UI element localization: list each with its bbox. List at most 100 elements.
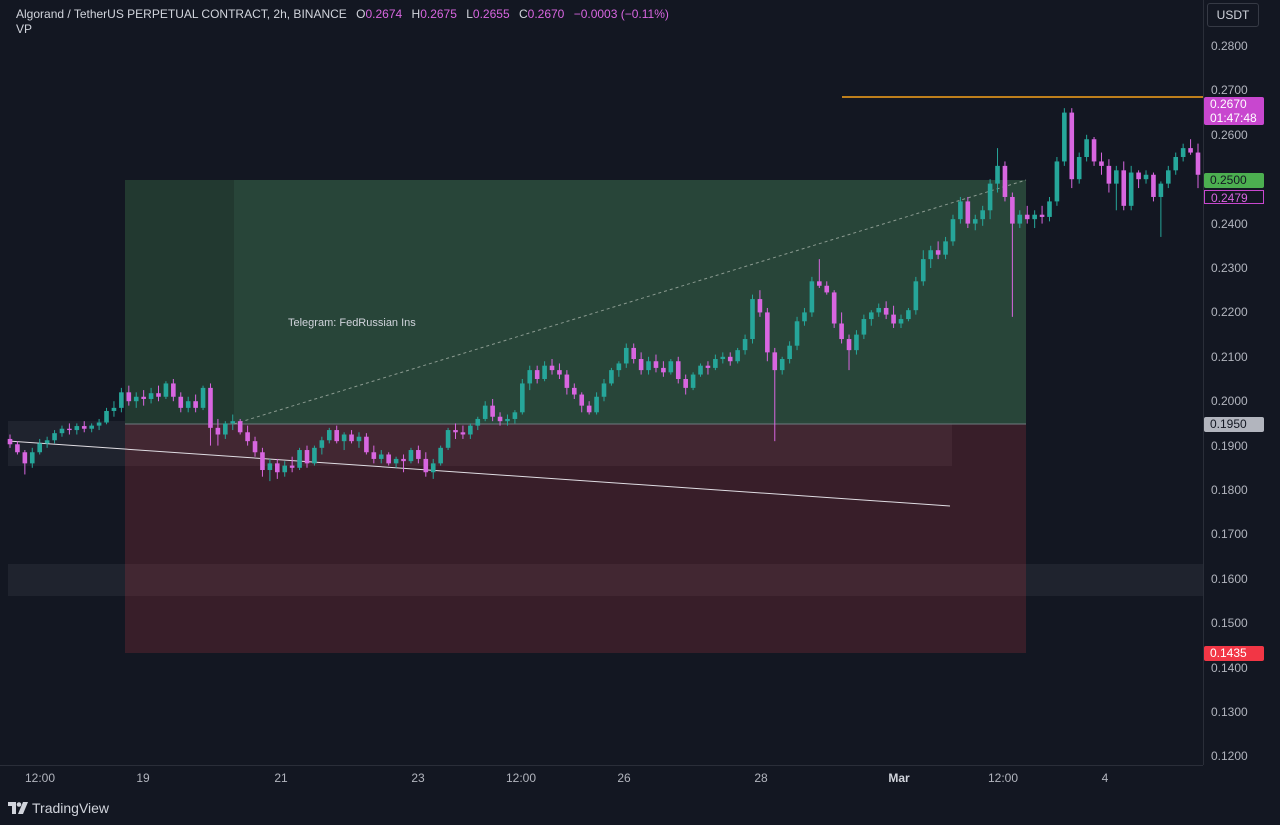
time-tick-label: 4 [1101, 771, 1109, 785]
candle [579, 392, 585, 413]
candle [475, 416, 481, 431]
time-tick-label: Mar [888, 771, 910, 785]
candle-body [438, 447, 443, 464]
footer-bar [0, 791, 1280, 825]
candle [675, 356, 681, 384]
tradingview-logo[interactable]: TradingView [8, 800, 109, 816]
candle-body [282, 465, 288, 473]
candle [1032, 210, 1037, 229]
candle-body [542, 365, 547, 379]
candle-body [623, 347, 629, 364]
candle [193, 394, 198, 413]
entry-price-label: 0.1950 [1204, 417, 1264, 432]
candle [438, 445, 443, 466]
chart-canvas[interactable] [0, 0, 1203, 765]
candle-body [1114, 170, 1119, 184]
candle-body [67, 428, 72, 431]
candle-body [267, 463, 273, 471]
candle-body [460, 432, 466, 435]
candle [1173, 152, 1179, 175]
candle [408, 447, 414, 464]
position-profit-zone[interactable] [125, 180, 1026, 424]
candle [156, 385, 161, 402]
candle-body [289, 465, 295, 468]
candle [668, 359, 674, 375]
candle [727, 352, 733, 366]
text-annotation[interactable]: Telegram: FedRussian Ins [288, 317, 416, 329]
candle [126, 385, 132, 406]
candle [223, 421, 228, 439]
currency-button[interactable]: USDT [1207, 3, 1259, 27]
candle [1076, 152, 1082, 184]
candle [1054, 157, 1060, 206]
candle [416, 445, 421, 464]
candle-body [482, 405, 488, 419]
candle [839, 312, 844, 344]
candle-body [490, 405, 495, 417]
candle [252, 436, 258, 457]
trendline[interactable] [7, 440, 951, 507]
candle [490, 398, 495, 422]
candle-body [386, 454, 391, 464]
candle [794, 316, 800, 351]
time-axis[interactable] [0, 765, 1203, 792]
candle-body [260, 452, 265, 471]
candle-body [1151, 174, 1156, 197]
candle [15, 441, 20, 455]
candle [950, 214, 956, 246]
candle [958, 196, 963, 224]
candle-body [1032, 214, 1037, 220]
candle-body [987, 183, 993, 211]
candle [364, 433, 369, 455]
candle-body [935, 250, 941, 255]
candle [245, 425, 250, 446]
candle [104, 407, 109, 425]
candle-body [96, 422, 102, 426]
candle-body [779, 359, 785, 371]
position-profit-zone-shade [125, 180, 234, 424]
candle [1195, 143, 1201, 189]
candle-body [831, 292, 837, 324]
candle [920, 250, 926, 286]
candle-body [1010, 196, 1015, 224]
candle-body [1180, 148, 1186, 157]
candle-body [757, 299, 763, 313]
candle-body [364, 436, 369, 453]
symbol-title[interactable]: Algorand / TetherUS PERPETUAL CONTRACT, … [16, 7, 347, 21]
candle-body [683, 379, 688, 388]
candle [237, 418, 243, 435]
candle [1121, 161, 1127, 211]
candle [520, 379, 525, 415]
candle-body [59, 428, 65, 434]
candle-body [913, 281, 919, 311]
candle [527, 365, 533, 391]
candle [505, 414, 510, 426]
candle [876, 303, 882, 317]
candle [171, 379, 176, 402]
candle-body [341, 434, 347, 442]
chart-pane[interactable]: Telegram: FedRussian Ins [0, 0, 1203, 765]
candle-body [349, 434, 354, 442]
candle-body [965, 201, 971, 224]
indicator-vp-label[interactable]: VP [16, 22, 33, 36]
candle [854, 330, 859, 355]
price-axis[interactable] [1203, 0, 1280, 765]
candle [1180, 143, 1186, 162]
candle-body [1017, 214, 1023, 224]
candle-body [111, 407, 117, 411]
candle-body [750, 299, 755, 340]
candle-body [1054, 161, 1060, 202]
candle-body [104, 410, 109, 423]
candle [935, 241, 941, 260]
candle-body [638, 359, 644, 371]
candle [1047, 196, 1052, 222]
candle [1165, 165, 1171, 189]
candle [972, 214, 978, 231]
low-value: 0.2655 [472, 7, 510, 21]
candle-body [861, 319, 867, 335]
candles-group [7, 108, 1201, 482]
candle-body [839, 323, 844, 340]
candle-body [29, 452, 35, 464]
price-tick-label: 0.1300 [1211, 705, 1248, 719]
candle-body [1106, 165, 1112, 184]
